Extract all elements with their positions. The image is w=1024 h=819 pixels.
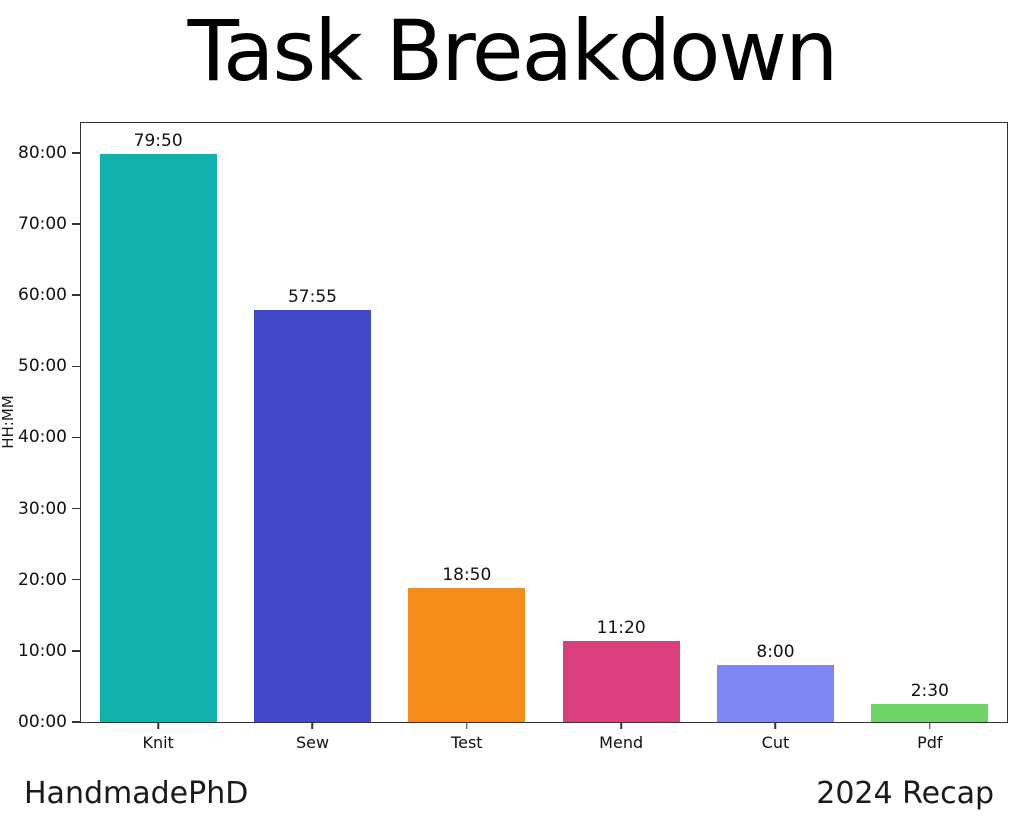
bar: 18:50 [408, 565, 526, 722]
y-tick-label: 30:00 [18, 498, 67, 519]
y-tick-label: 00:00 [18, 712, 67, 732]
bar-value-label: 8:00 [756, 642, 795, 663]
y-tick-mark [71, 650, 80, 652]
x-tick-mark [929, 722, 931, 729]
y-tick-label: 40:00 [18, 427, 67, 448]
y-tick-mark [71, 294, 80, 296]
y-tick-label: 20:00 [18, 569, 67, 590]
bars-container: 79:50 Knit 57:55 Sew 18:50 Test 11:20 Mend 8:00 C… [81, 123, 1007, 752]
x-tick-mark [620, 722, 622, 729]
bar-slot: 11:20 Mend [544, 123, 698, 752]
x-tick-label: Cut [761, 733, 790, 752]
x-tick-mark [157, 722, 159, 729]
bar-slot: 18:50 Test [390, 123, 544, 752]
bar-value-label: 11:20 [596, 618, 646, 639]
bar-slot: 8:00 Cut [698, 123, 852, 752]
y-tick-label: 80:00 [18, 142, 67, 163]
bar-slot: 2:30 Pdf [853, 123, 1007, 752]
bar-slot: 79:50 Knit [81, 123, 235, 752]
x-tick-mark [774, 722, 777, 729]
bar: 8:00 [716, 642, 835, 722]
x-tick-label: Pdf [917, 733, 943, 752]
bar-value-label: 2:30 [910, 681, 949, 702]
x-tick-mark [311, 722, 314, 729]
bar: 2:30 [871, 681, 989, 722]
bar-slot: 57:55 Sew [235, 123, 389, 752]
bar-value-label: 57:55 [287, 286, 337, 307]
y-tick-mark [71, 436, 80, 439]
chart-title: Task Breakdown [187, 2, 839, 100]
bar-value-label: 79:50 [133, 131, 183, 152]
x-tick-label: Knit [142, 733, 174, 752]
bar: 79:50 [99, 131, 217, 722]
y-tick-mark [71, 721, 80, 723]
y-axis-label: HH:MM [0, 395, 17, 449]
bar: 11:20 [562, 618, 680, 722]
x-tick-mark [466, 722, 468, 729]
footer-right-text: 2024 Recap [816, 776, 994, 811]
y-tick-mark [71, 507, 80, 510]
plot-area: 79:50 Knit 57:55 Sew 18:50 Test 11:20 Mend 8:00 C… [18, 122, 1008, 752]
y-tick-mark [71, 578, 80, 581]
y-tick-label: 60:00 [18, 285, 67, 306]
y-tick-label: 10:00 [18, 640, 67, 661]
y-tick-mark [71, 152, 80, 154]
footer-left-text: HandmadePhD [24, 776, 249, 811]
y-tick-mark [71, 365, 80, 368]
y-tick-label: 50:00 [18, 356, 67, 377]
bar-value-label: 18:50 [442, 565, 492, 586]
bar: 57:55 [253, 287, 372, 722]
x-tick-label: Mend [599, 733, 644, 752]
x-tick-label: Sew [295, 733, 330, 752]
y-tick-mark [71, 223, 80, 225]
x-tick-label: Test [451, 733, 483, 752]
y-tick-label: 70:00 [18, 214, 67, 235]
